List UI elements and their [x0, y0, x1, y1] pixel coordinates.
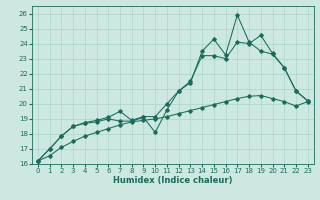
X-axis label: Humidex (Indice chaleur): Humidex (Indice chaleur): [113, 176, 233, 185]
